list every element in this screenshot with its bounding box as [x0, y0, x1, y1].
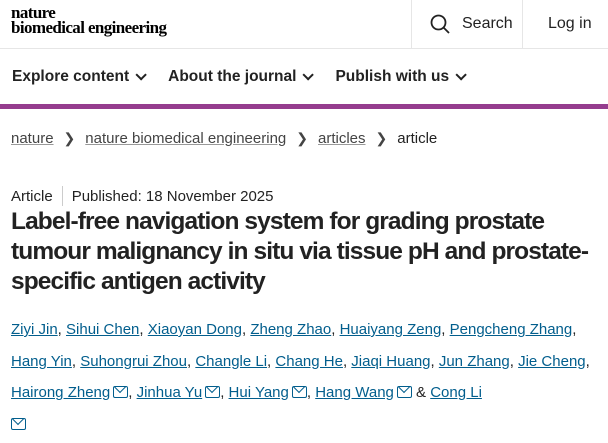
email-icon[interactable]	[291, 386, 307, 398]
author-link[interactable]: Pengcheng Zhang	[449, 321, 573, 338]
nav-explore-content[interactable]: Explore content	[12, 67, 147, 86]
author-link[interactable]: Jinhua Yu	[136, 384, 203, 401]
nav-label: About the journal	[168, 67, 297, 85]
chevron-down-icon	[455, 68, 467, 81]
author-link[interactable]: Xiaoyan Dong	[147, 321, 242, 338]
nav-publish-with-us[interactable]: Publish with us	[335, 67, 467, 86]
author-link[interactable]: Jun Zhang	[438, 352, 510, 370]
author-link[interactable]: Hairong Zheng	[11, 384, 111, 401]
search-icon	[430, 14, 450, 34]
breadcrumb-nature[interactable]: nature	[11, 130, 54, 147]
author-link[interactable]: Hang Wang	[315, 384, 394, 401]
author-link[interactable]: Suhongrui Zhou	[80, 352, 187, 370]
breadcrumb-current: article	[397, 130, 438, 147]
article-type: Article	[11, 187, 53, 205]
chevron-right-icon: ❯	[375, 130, 388, 146]
article-title: Label-free navigation system for grading…	[11, 208, 589, 295]
login-button[interactable]: Log in	[522, 0, 608, 48]
site-header: nature biomedical engineering Search Log…	[0, 0, 608, 49]
author-link[interactable]: Jiaqi Huang	[351, 352, 431, 370]
author-link[interactable]: Huaiyang Zeng	[339, 321, 442, 338]
breadcrumb-articles[interactable]: articles	[318, 130, 366, 147]
journal-logo[interactable]: nature biomedical engineering	[11, 3, 167, 37]
nav-label: Explore content	[12, 67, 130, 85]
breadcrumb-journal[interactable]: nature biomedical engineering	[85, 130, 287, 147]
author-link[interactable]: Hang Yin	[11, 352, 72, 370]
email-icon[interactable]	[11, 417, 26, 430]
author-link[interactable]: Sihui Chen	[66, 321, 140, 338]
search-label: Search	[462, 15, 513, 32]
author-link[interactable]: Changle Li	[195, 352, 268, 370]
login-label: Log in	[548, 15, 592, 32]
article-meta: Article Published: 18 November 2025	[11, 186, 273, 206]
email-icon[interactable]	[396, 386, 412, 398]
chevron-down-icon	[302, 68, 315, 81]
author-link[interactable]: Zheng Zhao	[250, 321, 332, 338]
author-link[interactable]: Cong Li	[430, 384, 482, 401]
main-nav: Explore content About the journal Publis…	[0, 49, 608, 104]
logo-line-2: biomedical engineering	[11, 18, 167, 37]
email-icon[interactable]	[205, 386, 221, 398]
logo-line-1: nature	[11, 3, 56, 22]
divider	[61, 186, 63, 206]
author-link[interactable]: Jie Cheng	[518, 352, 586, 370]
published-date: Published: 18 November 2025	[71, 187, 274, 205]
breadcrumb: nature ❯ nature biomedical engineering ❯ a…	[11, 130, 437, 147]
chevron-down-icon	[135, 68, 147, 81]
author-link[interactable]: Ziyi Jin	[11, 321, 58, 338]
chevron-right-icon: ❯	[296, 130, 308, 146]
search-button[interactable]: Search	[411, 0, 522, 48]
author-link[interactable]: Hui Yang	[228, 384, 289, 401]
accent-bar	[0, 104, 608, 109]
author-link[interactable]: Chang He	[275, 352, 343, 370]
email-icon[interactable]	[113, 386, 129, 398]
nav-about-journal[interactable]: About the journal	[168, 67, 315, 86]
chevron-right-icon: ❯	[63, 130, 76, 146]
nav-label: Publish with us	[335, 67, 450, 85]
author-list: Ziyi Jin, Sihui Chen, Xiaoyan Dong, Zhen…	[11, 314, 601, 440]
